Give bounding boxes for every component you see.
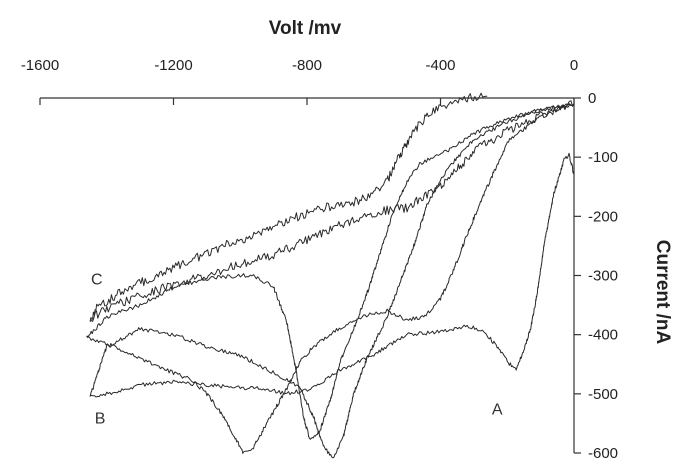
series-line-A bbox=[89, 103, 575, 459]
axes: -1600 -1200 -800 -400 00 -100 -200 -300 -400 -500… bbox=[21, 57, 618, 461]
x-axis-title: Volt /mv bbox=[269, 18, 342, 39]
series-group bbox=[86, 92, 575, 459]
y-tick-label: -200 bbox=[588, 208, 618, 225]
x-tick-label: -1200 bbox=[154, 57, 192, 74]
series-line-B bbox=[86, 103, 575, 454]
series-line-C bbox=[89, 92, 575, 322]
x-tick-label: 0 bbox=[570, 57, 578, 74]
y-tick-label: -100 bbox=[588, 149, 618, 166]
x-tick-label: -400 bbox=[425, 57, 455, 74]
curve-label-C: C bbox=[91, 271, 103, 288]
curve-label-B: B bbox=[95, 411, 106, 428]
y-tick-label: -600 bbox=[588, 445, 618, 461]
y-tick-label: -400 bbox=[588, 327, 618, 344]
y-tick-label: -300 bbox=[588, 268, 618, 285]
y-axis-title: Current /nA bbox=[652, 240, 673, 345]
x-tick-label: -1600 bbox=[21, 57, 59, 74]
y-tick-label: 0 bbox=[588, 90, 596, 107]
curve-label-A: A bbox=[492, 402, 503, 419]
curve-labels: C B A bbox=[91, 271, 503, 427]
x-tick-label: -800 bbox=[292, 57, 322, 74]
y-tick-label: -500 bbox=[588, 386, 618, 403]
